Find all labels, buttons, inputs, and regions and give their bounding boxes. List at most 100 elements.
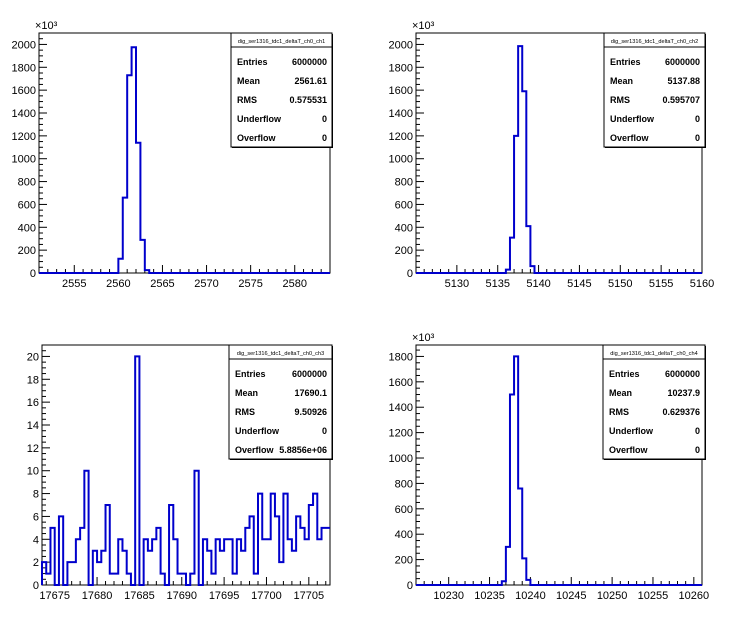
y-tick-label: 600 xyxy=(395,504,413,516)
stats-label: Underflow xyxy=(237,114,282,124)
stats-value: 17690.1 xyxy=(294,388,327,398)
stats-box: dig_ser1316_tdc1_deltaT_ch0_ch1 Entries 60… xyxy=(230,32,333,148)
x-tick-label: 2555 xyxy=(62,278,86,290)
y-tick-label: 20 xyxy=(27,351,39,363)
stats-value: 6000000 xyxy=(292,369,327,379)
y-tick-label: 1600 xyxy=(389,85,413,97)
y-tick-label: 800 xyxy=(18,177,36,189)
x-tick-label: 2570 xyxy=(194,278,218,290)
stats-label: Entries xyxy=(610,57,641,67)
y-tick-label: 600 xyxy=(395,199,413,211)
histogram-bin xyxy=(305,539,309,585)
y-tick-label: 1200 xyxy=(12,131,36,143)
y-tick-label: 200 xyxy=(18,245,36,257)
x-tick-label: 10240 xyxy=(515,590,546,602)
x-tick-label: 17690 xyxy=(166,590,197,602)
y-exponent-label: ×10³ xyxy=(412,20,435,32)
stats-value: 9.50926 xyxy=(294,407,327,417)
stats-box-frame xyxy=(602,344,706,460)
y-tick-label: 1400 xyxy=(12,108,36,120)
x-tick-label: 10255 xyxy=(638,590,669,602)
stats-label: Entries xyxy=(235,369,266,379)
stats-label: Underflow xyxy=(609,426,654,436)
stats-box-title: dig_ser1316_tdc1_deltaT_ch0_ch4 xyxy=(610,351,697,357)
y-tick-label: 18 xyxy=(27,374,39,386)
y-tick-label: 1800 xyxy=(389,62,413,74)
y-tick-label: 1200 xyxy=(389,131,413,143)
stats-value: 6000000 xyxy=(292,57,327,67)
histogram-step-line xyxy=(416,355,702,586)
y-tick-label: 400 xyxy=(395,222,413,234)
y-tick-label: 1800 xyxy=(389,351,413,363)
stats-value: 5137.88 xyxy=(667,76,700,86)
stats-label: Overflow xyxy=(609,445,649,455)
histogram-bin xyxy=(266,539,270,585)
x-tick-label: 5160 xyxy=(690,278,714,290)
x-tick-label: 10260 xyxy=(679,590,710,602)
y-tick-label: 800 xyxy=(395,177,413,189)
x-tick-label: 10230 xyxy=(433,590,464,602)
stats-label: Underflow xyxy=(235,426,280,436)
x-tick-label: 5130 xyxy=(445,278,469,290)
stats-label: Mean xyxy=(609,388,632,398)
stats-box: dig_ser1316_tdc1_deltaT_ch0_ch2 Entries 60… xyxy=(603,32,706,148)
x-tick-label: 17695 xyxy=(209,590,240,602)
x-tick-label: 17700 xyxy=(251,590,282,602)
histogram-bin xyxy=(220,551,224,585)
histogram-step-line xyxy=(39,46,330,274)
y-tick-label: 200 xyxy=(395,245,413,257)
histogram-step-line xyxy=(41,355,330,586)
x-tick-label: 5150 xyxy=(608,278,632,290)
stats-value: 0.595707 xyxy=(662,95,700,105)
stats-label: Mean xyxy=(235,388,258,398)
y-tick-label: 1600 xyxy=(389,377,413,389)
y-tick-label: 800 xyxy=(395,478,413,490)
y-tick-label: 14 xyxy=(27,420,39,432)
stats-value: 0 xyxy=(695,133,700,143)
stats-label: Mean xyxy=(610,76,633,86)
y-tick-label: 400 xyxy=(395,529,413,541)
x-tick-label: 2560 xyxy=(106,278,130,290)
stats-value: 0 xyxy=(695,114,700,124)
x-tick-label: 5140 xyxy=(526,278,550,290)
y-tick-label: 16 xyxy=(27,397,39,409)
y-exponent-label: ×10³ xyxy=(412,332,435,344)
stats-label: RMS xyxy=(237,95,257,105)
y-tick-label: 200 xyxy=(395,555,413,567)
histogram-bin xyxy=(97,562,101,585)
x-tick-label: 2565 xyxy=(150,278,174,290)
histogram-bin xyxy=(211,574,215,585)
x-tick-label: 17675 xyxy=(39,590,70,602)
stats-label: Mean xyxy=(237,76,260,86)
y-tick-label: 1200 xyxy=(389,428,413,440)
stats-value: 5.8856e+06 xyxy=(279,445,327,455)
y-tick-label: 8 xyxy=(33,489,39,501)
x-tick-label: 10235 xyxy=(474,590,505,602)
y-tick-label: 2000 xyxy=(389,39,413,51)
x-tick-label: 2580 xyxy=(282,278,306,290)
histogram-panel-2: 5130 5135 5140 5145 5150 5155 5160 0 200 400 600 80… xyxy=(389,20,715,290)
stats-box: dig_ser1316_tdc1_deltaT_ch0_ch3 Entries 60… xyxy=(228,344,333,460)
stats-box-frame xyxy=(603,32,706,148)
stats-value: 0.575531 xyxy=(289,95,327,105)
stats-value: 10237.9 xyxy=(667,388,700,398)
y-tick-label: 10 xyxy=(27,466,39,478)
y-tick-label: 12 xyxy=(27,443,39,455)
stats-value: 6000000 xyxy=(665,369,700,379)
stats-label: Overflow xyxy=(235,445,275,455)
histogram-bin xyxy=(46,574,50,585)
stats-value: 0 xyxy=(695,445,700,455)
stats-value: 2561.61 xyxy=(294,76,327,86)
stats-box: dig_ser1316_tdc1_deltaT_ch0_ch4 Entries 60… xyxy=(602,344,706,460)
y-tick-label: 2 xyxy=(33,557,39,569)
stats-label: Entries xyxy=(237,57,268,67)
histogram-bin xyxy=(110,574,114,585)
stats-box-frame xyxy=(228,344,333,460)
y-tick-label: 1800 xyxy=(12,62,36,74)
stats-box-title: dig_ser1316_tdc1_deltaT_ch0_ch1 xyxy=(238,39,325,45)
stats-value: 0 xyxy=(322,426,327,436)
stats-value: 0 xyxy=(322,114,327,124)
histogram-step-line xyxy=(416,45,702,274)
stats-value: 0 xyxy=(322,133,327,143)
